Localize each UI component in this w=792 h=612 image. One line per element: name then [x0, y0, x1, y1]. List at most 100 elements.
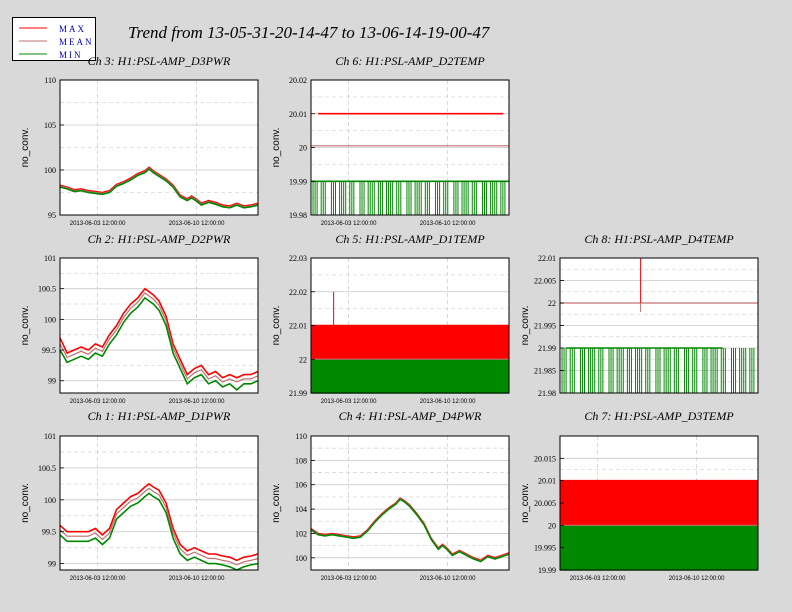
chart-panel-2: Ch 6: H1:PSL-AMP_D2TEMP 19.98 19.99 20 20.01…: [265, 54, 513, 252]
chart-title: Ch 5: H1:PSL-AMP_D1TEMP: [335, 232, 485, 246]
y-tick-label: 22.01: [289, 322, 307, 331]
plot-area: [60, 436, 258, 570]
chart-title: Ch 6: H1:PSL-AMP_D2TEMP: [335, 54, 485, 68]
y-tick-label: 21.985: [534, 367, 556, 376]
y-tick-label: 99.5: [42, 528, 56, 537]
series-min: [59, 168, 259, 209]
chart-panel-1: Ch 3: H1:PSL-AMP_D3PWR 95 100 105 110 2013-06…: [12, 54, 260, 252]
y-tick-label: 20: [299, 144, 307, 153]
band-min: [311, 359, 509, 393]
plot-frame: [59, 257, 259, 394]
y-tick-label: 100: [44, 315, 56, 324]
chart-svg: 99 99.5 100 100.5 101 2013-06-03 12:00:00 2013…: [20, 254, 259, 405]
chart-svg: 19.99 19.995 20 20.005 20.01 20.015 2013-06-03…: [520, 435, 759, 582]
chart-panel-6: Ch 8: H1:PSL-AMP_D4TEMP 21.98 21.985 21.99 2…: [512, 232, 760, 430]
y-axis-label: no_conv.: [520, 483, 531, 523]
y-tick-label: 20.005: [534, 499, 556, 508]
y-tick-label: 108: [295, 456, 307, 465]
x-tick-label: 2013-06-10 12:00:00: [169, 576, 225, 582]
x-tick-label: 2013-06-10 12:00:00: [420, 221, 476, 227]
plot-area: [311, 436, 509, 570]
x-tick-label: 2013-06-10 12:00:00: [169, 399, 225, 405]
x-tick-label: 2013-06-03 12:00:00: [321, 399, 377, 405]
chart-svg: 100 102 104 106 108 110 2013-06-03 12:00:00 201…: [271, 432, 510, 582]
y-tick-label: 102: [295, 529, 307, 538]
legend-min-label: MIN: [59, 50, 83, 60]
plot-frame: [59, 79, 259, 216]
y-tick-label: 21.98: [538, 389, 556, 398]
chart-svg: 21.99 22 22.01 22.02 22.03 2013-06-03 12:00:0…: [271, 254, 510, 405]
y-tick-label: 22.01: [538, 254, 556, 263]
y-tick-label: 19.99: [289, 177, 307, 186]
y-axis-label: no_conv.: [271, 306, 282, 346]
series-max: [59, 166, 259, 207]
chart-svg: 19.98 19.99 20 20.01 20.02 2013-06-03 12:00:0…: [271, 76, 510, 227]
y-axis-label: no_conv.: [20, 128, 31, 168]
x-tick-label: 2013-06-03 12:00:00: [321, 576, 377, 582]
chart-panel-4: Ch 2: H1:PSL-AMP_D2PWR 99 99.5 100 100.5 101 2…: [12, 232, 260, 430]
y-tick-label: 106: [295, 481, 307, 490]
x-tick-label: 2013-06-10 12:00:00: [669, 576, 725, 582]
y-tick-label: 21.995: [534, 322, 556, 331]
series-min: [310, 498, 510, 563]
y-tick-label: 21.99: [289, 389, 307, 398]
y-tick-label: 101: [44, 254, 56, 263]
y-axis-label: no_conv.: [520, 306, 531, 346]
chart-title: Ch 3: H1:PSL-AMP_D3PWR: [87, 54, 231, 68]
y-tick-label: 99: [48, 377, 56, 386]
y-tick-label: 22.005: [534, 277, 556, 286]
y-axis-label: no_conv.: [271, 128, 282, 168]
series-min: [59, 296, 259, 391]
legend-swatches: MAX MEAN MIN: [19, 24, 94, 60]
y-tick-label: 105: [44, 121, 56, 130]
chart-title: Ch 8: H1:PSL-AMP_D4TEMP: [584, 232, 734, 246]
plot-area: [60, 258, 258, 393]
plot-frame: [310, 435, 510, 571]
x-tick-label: 2013-06-03 12:00:00: [70, 221, 126, 227]
y-tick-label: 99.5: [42, 346, 56, 355]
band-max: [311, 325, 509, 360]
y-axis-label: no_conv.: [271, 483, 282, 523]
series-mean: [59, 292, 259, 383]
x-tick-label: 2013-06-03 12:00:00: [70, 399, 126, 405]
series-min: [59, 492, 259, 571]
y-tick-label: 100.5: [38, 464, 56, 473]
y-tick-label: 21.99: [538, 344, 556, 353]
y-tick-label: 22.03: [289, 254, 307, 263]
band-max: [560, 480, 758, 526]
x-tick-label: 2013-06-10 12:00:00: [420, 399, 476, 405]
y-tick-label: 22: [548, 299, 556, 308]
chart-title: Ch 1: H1:PSL-AMP_D1PWR: [87, 409, 231, 423]
chart-svg: 95 100 105 110 2013-06-03 12:00:00 2013-06-10…: [20, 76, 259, 227]
x-tick-label: 2013-06-03 12:00:00: [70, 576, 126, 582]
plot-frame: [59, 435, 259, 571]
chart-svg: 99 99.5 100 100.5 101 2013-06-03 12:00:00 2013…: [20, 432, 259, 582]
y-tick-label: 19.99: [538, 566, 556, 575]
series-max: [59, 482, 259, 562]
y-tick-label: 22.02: [289, 288, 307, 297]
y-tick-label: 20.02: [289, 76, 307, 85]
y-tick-label: 20.01: [538, 477, 556, 486]
chart-panel-5: Ch 5: H1:PSL-AMP_D1TEMP 21.99 22 22.01 22.02…: [265, 232, 513, 430]
x-tick-label: 2013-06-03 12:00:00: [570, 576, 626, 582]
chart-title: Ch 4: H1:PSL-AMP_D4PWR: [338, 409, 482, 423]
legend-mean-label: MEAN: [59, 37, 94, 47]
chart-panel-8: Ch 4: H1:PSL-AMP_D4PWR 100 102 104 106 108 110…: [265, 409, 513, 607]
y-tick-label: 104: [295, 505, 307, 514]
y-tick-label: 95: [48, 211, 56, 220]
y-tick-label: 20.015: [534, 454, 556, 463]
series-max: [59, 287, 259, 379]
x-tick-label: 2013-06-10 12:00:00: [420, 576, 476, 582]
y-tick-label: 19.995: [534, 544, 556, 553]
series-mean: [59, 487, 259, 566]
y-tick-label: 99: [48, 560, 56, 569]
y-tick-label: 100: [44, 496, 56, 505]
y-tick-label: 100: [44, 166, 56, 175]
legend-max-label: MAX: [59, 24, 86, 34]
y-tick-label: 110: [295, 432, 307, 441]
main-title: Trend from 13-05-31-20-14-47 to 13-06-14…: [128, 23, 490, 42]
x-tick-label: 2013-06-10 12:00:00: [169, 221, 225, 227]
chart-title: Ch 7: H1:PSL-AMP_D3TEMP: [584, 409, 734, 423]
x-tick-label: 2013-06-03 12:00:00: [321, 221, 377, 227]
y-tick-label: 100: [295, 554, 307, 563]
